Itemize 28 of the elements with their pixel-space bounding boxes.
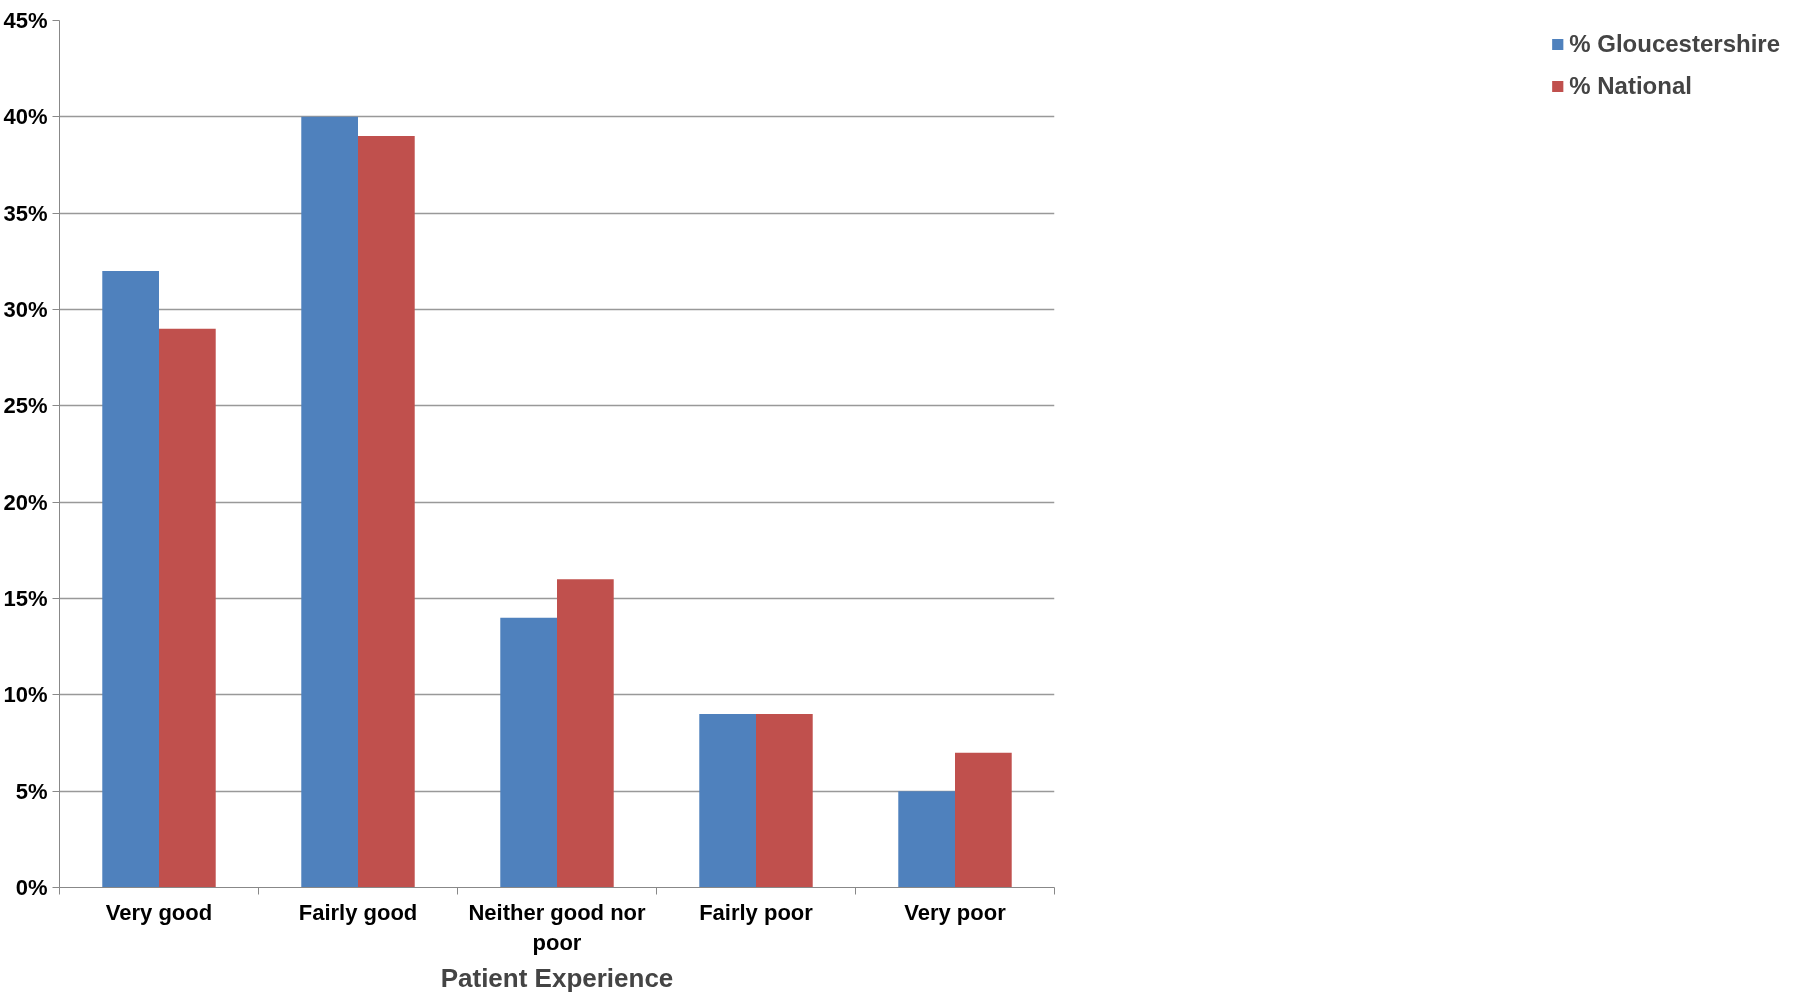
legend-label: % Gloucestershire bbox=[1569, 30, 1780, 58]
y-tick-label: 45% bbox=[3, 8, 48, 33]
bar bbox=[301, 116, 358, 888]
bar bbox=[699, 714, 756, 888]
y-tick-label: 20% bbox=[3, 489, 48, 515]
y-tick-label: 40% bbox=[3, 104, 48, 130]
bar bbox=[557, 579, 614, 888]
bar bbox=[756, 714, 813, 888]
y-tick-label: 10% bbox=[3, 682, 48, 708]
y-tick-label: 35% bbox=[3, 200, 48, 226]
bar bbox=[898, 791, 955, 888]
y-tick-label: 5% bbox=[15, 778, 48, 804]
y-tick-label: 15% bbox=[3, 586, 48, 611]
bar bbox=[358, 136, 415, 888]
y-tick-label: 0% bbox=[15, 875, 48, 900]
x-tick-label: Fairly good bbox=[298, 899, 418, 925]
x-axis-title: Patient Experience bbox=[440, 962, 674, 993]
x-tick-label: Very good bbox=[105, 899, 213, 925]
y-tick-label: 30% bbox=[3, 297, 48, 322]
bar bbox=[159, 328, 216, 888]
bar bbox=[955, 752, 1012, 888]
bar bbox=[500, 617, 557, 888]
x-tick-label: Neither good nor poor bbox=[468, 899, 647, 955]
x-tick-label: Fairly poor bbox=[699, 899, 814, 925]
x-tick-label: Very poor bbox=[904, 899, 1007, 925]
y-tick-label: 25% bbox=[3, 393, 48, 419]
legend-label: % National bbox=[1569, 72, 1692, 100]
bar bbox=[102, 270, 159, 888]
